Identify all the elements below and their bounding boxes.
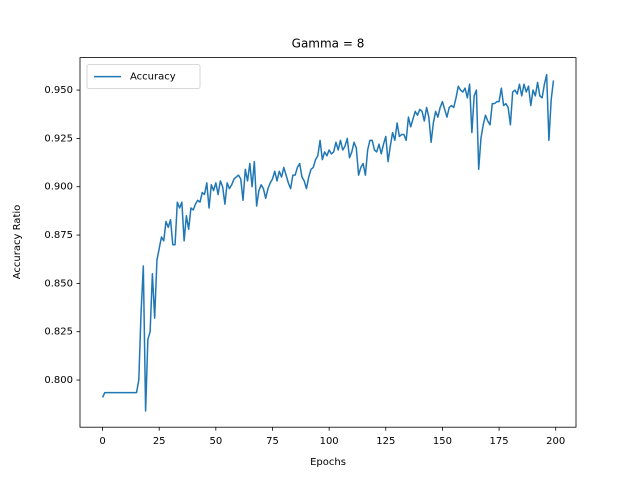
y-tick-label: 0.925: [44, 133, 73, 144]
x-tick-label: 175: [490, 436, 509, 447]
x-tick-label: 200: [546, 436, 565, 447]
chart-title: Gamma = 8: [292, 37, 365, 51]
y-tick-label: 0.875: [44, 230, 73, 241]
x-tick-label: 100: [320, 436, 339, 447]
x-tick-label: 25: [153, 436, 166, 447]
x-tick-label: 0: [99, 436, 105, 447]
x-tick-label: 125: [376, 436, 395, 447]
axes-frame: [79, 57, 577, 428]
x-tick-label: 150: [433, 436, 452, 447]
y-tick-label: 0.950: [44, 85, 73, 96]
data-line: [101, 73, 555, 412]
x-axis-label: Epochs: [310, 457, 346, 468]
legend-box: [86, 64, 201, 89]
y-tick-label: 0.850: [44, 278, 73, 289]
y-tick-label: 0.825: [44, 327, 73, 338]
y-tick-label: 0.800: [44, 375, 73, 386]
x-tick-label: 50: [209, 436, 222, 447]
legend-label: Accuracy: [130, 72, 176, 83]
x-tick-label: 75: [266, 436, 279, 447]
y-axis-label: Accuracy Ratio: [12, 205, 23, 280]
y-tick-label: 0.900: [44, 182, 73, 193]
